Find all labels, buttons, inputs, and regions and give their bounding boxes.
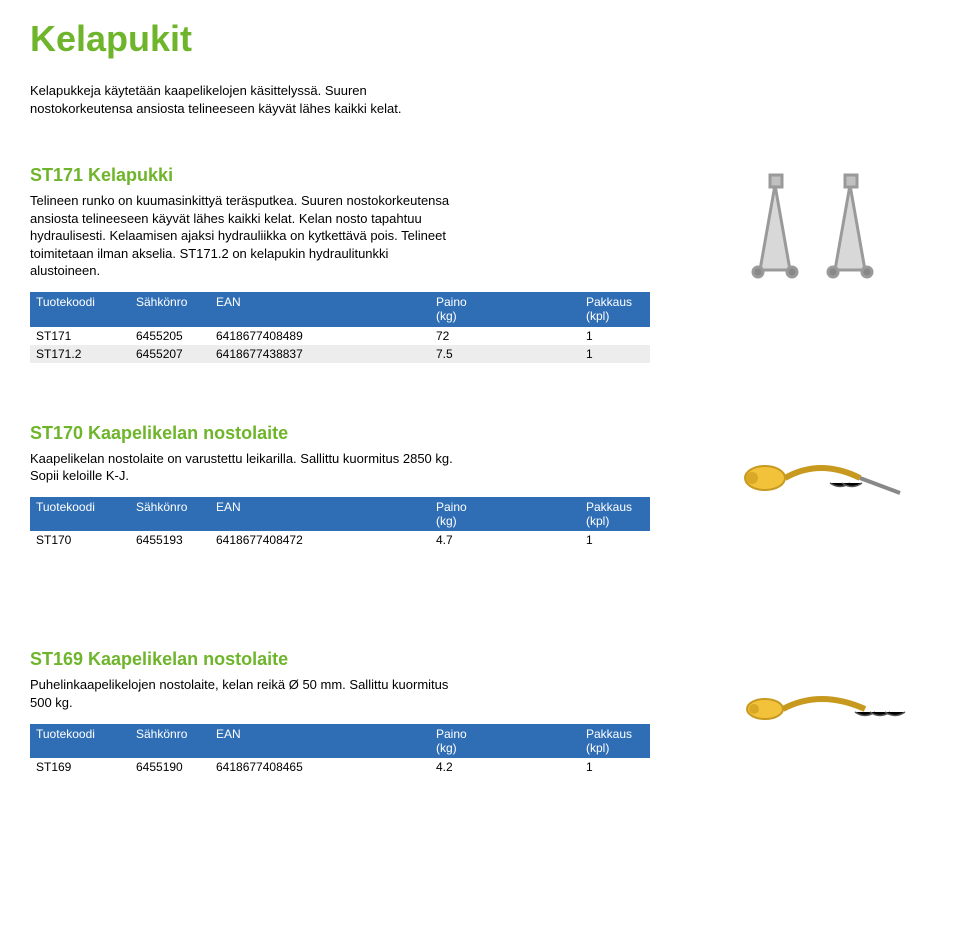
product-st170: ST170 Kaapelikelan nostolaite Kaapelikel… <box>30 423 930 550</box>
cell-ean: 6418677408465 <box>210 758 430 776</box>
product-description: Telineen runko on kuumasinkittyä teräspu… <box>30 192 460 280</box>
cell-pakk: 1 <box>580 345 650 363</box>
col-header-code: Tuotekoodi <box>30 497 130 532</box>
col-header-pakk: Pakkaus(kpl) <box>580 292 650 327</box>
table-header-row: Tuotekoodi Sähkönro EAN Paino(kg) Pakkau… <box>30 292 650 327</box>
col-header-paino: Paino(kg) <box>430 724 580 759</box>
cell-ean: 6418677408472 <box>210 531 430 549</box>
col-header-pakk: Pakkaus(kpl) <box>580 724 650 759</box>
product-st171: ST171 Kelapukki Telineen runko on kuumas… <box>30 165 930 363</box>
col-header-code: Tuotekoodi <box>30 292 130 327</box>
product-st169: ST169 Kaapelikelan nostolaite Puhelinkaa… <box>30 649 930 776</box>
table-header-row: Tuotekoodi Sähkönro EAN Paino(kg) Pakkau… <box>30 497 650 532</box>
cell-ean: 6418677438837 <box>210 345 430 363</box>
spec-table: Tuotekoodi Sähkönro EAN Paino(kg) Pakkau… <box>30 724 650 777</box>
table-header-row: Tuotekoodi Sähkönro EAN Paino(kg) Pakkau… <box>30 724 650 759</box>
cell-code: ST171.2 <box>30 345 130 363</box>
page-title: Kelapukit <box>30 18 930 60</box>
spec-table: Tuotekoodi Sähkönro EAN Paino(kg) Pakkau… <box>30 292 650 363</box>
col-header-pakk: Pakkaus(kpl) <box>580 497 650 532</box>
cell-sahk: 6455190 <box>130 758 210 776</box>
cell-sahk: 6455193 <box>130 531 210 549</box>
col-header-ean: EAN <box>210 724 430 759</box>
col-header-sahk: Sähkönro <box>130 497 210 532</box>
col-header-ean: EAN <box>210 292 430 327</box>
cell-pakk: 1 <box>580 531 650 549</box>
product-description: Kaapelikelan nostolaite on varustettu le… <box>30 450 460 485</box>
cell-code: ST170 <box>30 531 130 549</box>
cell-paino: 4.7 <box>430 531 580 549</box>
cell-code: ST169 <box>30 758 130 776</box>
cell-paino: 72 <box>430 327 580 345</box>
col-header-paino: Paino(kg) <box>430 497 580 532</box>
cell-code: ST171 <box>30 327 130 345</box>
cell-sahk: 6455207 <box>130 345 210 363</box>
product-image-lift1-icon <box>710 423 930 543</box>
cell-ean: 6418677408489 <box>210 327 430 345</box>
table-row: ST169 6455190 6418677408465 4.2 1 <box>30 758 650 776</box>
cell-paino: 4.2 <box>430 758 580 776</box>
col-header-code: Tuotekoodi <box>30 724 130 759</box>
product-image-jack-icon <box>710 165 930 285</box>
table-row: ST170 6455193 6418677408472 4.7 1 <box>30 531 650 549</box>
col-header-sahk: Sähkönro <box>130 292 210 327</box>
col-header-sahk: Sähkönro <box>130 724 210 759</box>
spec-table: Tuotekoodi Sähkönro EAN Paino(kg) Pakkau… <box>30 497 650 550</box>
category-description: Kelapukkeja käytetään kaapelikelojen käs… <box>30 82 460 117</box>
cell-pakk: 1 <box>580 327 650 345</box>
product-image-lift2-icon <box>710 649 930 769</box>
cell-pakk: 1 <box>580 758 650 776</box>
table-row: ST171 6455205 6418677408489 72 1 <box>30 327 650 345</box>
cell-sahk: 6455205 <box>130 327 210 345</box>
col-header-ean: EAN <box>210 497 430 532</box>
table-row: ST171.2 6455207 6418677438837 7.5 1 <box>30 345 650 363</box>
product-description: Puhelinkaapelikelojen nostolaite, kelan … <box>30 676 460 711</box>
cell-paino: 7.5 <box>430 345 580 363</box>
col-header-paino: Paino(kg) <box>430 292 580 327</box>
